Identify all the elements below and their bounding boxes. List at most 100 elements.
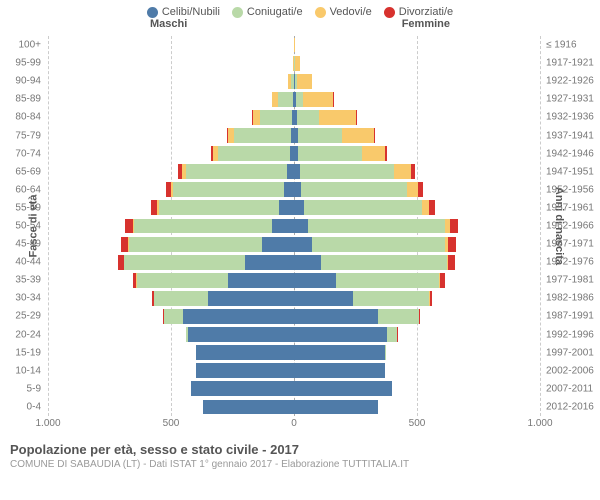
- row-right: [294, 291, 540, 306]
- row-left: [48, 56, 294, 71]
- age-label: 35-39: [0, 275, 45, 286]
- segment-c: [284, 182, 294, 197]
- segment-c: [191, 381, 294, 396]
- row-right: [294, 400, 540, 415]
- row-right: [294, 38, 540, 53]
- x-tick: 0: [291, 418, 297, 429]
- segment-c: [196, 345, 294, 360]
- pyramid-row: [48, 327, 540, 342]
- age-label: 80-84: [0, 112, 45, 123]
- row-right: [294, 219, 540, 234]
- age-label: 15-19: [0, 347, 45, 358]
- segment-k: [336, 273, 439, 288]
- row-left: [48, 291, 294, 306]
- birth-year-label: 1987-1991: [542, 311, 600, 322]
- birth-year-label: 1957-1961: [542, 202, 600, 213]
- x-tick: 500: [163, 418, 180, 429]
- row-right: [294, 255, 540, 270]
- segment-k: [134, 219, 272, 234]
- x-axis: 1.00050005001.000: [48, 416, 540, 436]
- birth-year-label: 2012-2016: [542, 401, 600, 412]
- age-label: 75-79: [0, 130, 45, 141]
- pyramid-row: [48, 200, 540, 215]
- segment-v: [319, 110, 356, 125]
- segment-v: [394, 164, 411, 179]
- segment-v: [362, 146, 384, 161]
- age-label: 40-44: [0, 257, 45, 268]
- birth-year-label: 1972-1976: [542, 257, 600, 268]
- birth-year-label: 1942-1946: [542, 148, 600, 159]
- age-label: 60-64: [0, 184, 45, 195]
- segment-v: [422, 200, 429, 215]
- segment-k: [186, 164, 287, 179]
- row-left: [48, 219, 294, 234]
- row-right: [294, 309, 540, 324]
- row-left: [48, 381, 294, 396]
- row-left: [48, 110, 294, 125]
- pyramid-row: [48, 291, 540, 306]
- segment-k: [298, 146, 362, 161]
- legend-swatch: [232, 7, 243, 18]
- row-right: [294, 381, 540, 396]
- segment-k: [308, 219, 446, 234]
- chart-title: Popolazione per età, sesso e stato civil…: [10, 442, 600, 457]
- row-right: [294, 146, 540, 161]
- x-tick: 1.000: [35, 418, 60, 429]
- chart-subtitle: COMUNE DI SABAUDIA (LT) - Dati ISTAT 1° …: [10, 457, 600, 470]
- pyramid-row: [48, 164, 540, 179]
- birth-year-label: 1917-1921: [542, 58, 600, 69]
- segment-c: [262, 237, 294, 252]
- segment-k: [260, 110, 292, 125]
- y-axis-left: 100+95-9990-9485-8980-8475-7970-7465-696…: [0, 36, 45, 416]
- segment-d: [448, 255, 455, 270]
- pyramid-row: [48, 381, 540, 396]
- age-label: 95-99: [0, 58, 45, 69]
- segment-k: [387, 327, 397, 342]
- segment-c: [294, 363, 385, 378]
- birth-year-label: 1932-1936: [542, 112, 600, 123]
- birth-year-label: 1937-1941: [542, 130, 600, 141]
- pyramid-row: [48, 345, 540, 360]
- row-left: [48, 255, 294, 270]
- pyramid-row: [48, 363, 540, 378]
- population-pyramid-chart: Celibi/NubiliConiugati/eVedovi/eDivorzia…: [0, 0, 600, 500]
- age-label: 5-9: [0, 383, 45, 394]
- legend-label: Divorziati/e: [399, 6, 453, 18]
- pyramid-row: [48, 110, 540, 125]
- segment-v: [297, 74, 312, 89]
- pyramid-row: [48, 400, 540, 415]
- legend-item: Coniugati/e: [232, 6, 303, 18]
- segment-k: [296, 92, 303, 107]
- segment-k: [218, 146, 289, 161]
- row-right: [294, 164, 540, 179]
- pyramid-row: [48, 219, 540, 234]
- segment-d: [429, 200, 435, 215]
- pyramid-row: [48, 38, 540, 53]
- segment-c: [294, 200, 304, 215]
- legend-swatch: [315, 7, 326, 18]
- segment-v: [253, 110, 260, 125]
- plot-area: Fasce di età Anni di nascita 100+95-9990…: [0, 36, 600, 416]
- birth-year-label: 1967-1971: [542, 239, 600, 250]
- segment-c: [279, 200, 294, 215]
- segment-k: [164, 309, 184, 324]
- birth-year-label: 1992-1996: [542, 329, 600, 340]
- segment-c: [294, 291, 353, 306]
- segment-c: [208, 291, 294, 306]
- segment-k: [378, 309, 420, 324]
- segment-k: [124, 255, 245, 270]
- segment-d: [411, 164, 415, 179]
- segment-k: [159, 200, 280, 215]
- segment-v: [342, 128, 374, 143]
- pyramid-row: [48, 182, 540, 197]
- segment-d: [419, 309, 420, 324]
- birth-year-label: 1962-1966: [542, 221, 600, 232]
- segment-k: [321, 255, 446, 270]
- legend-swatch: [147, 7, 158, 18]
- segment-k: [173, 182, 284, 197]
- row-right: [294, 345, 540, 360]
- segment-d: [121, 237, 128, 252]
- row-left: [48, 200, 294, 215]
- pyramid-row: [48, 237, 540, 252]
- row-left: [48, 92, 294, 107]
